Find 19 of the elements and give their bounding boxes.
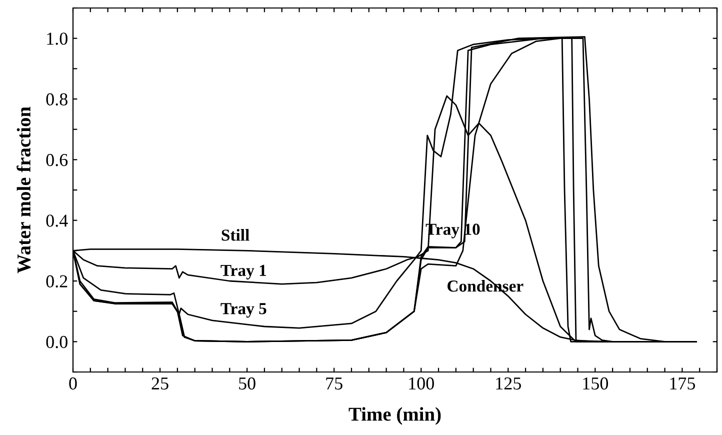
x-tick-label: 150 — [583, 377, 608, 390]
x-tick-label: 50 — [239, 377, 256, 390]
y-tick-label: 0.2 — [46, 275, 68, 288]
x-tick-label: 25 — [152, 377, 168, 390]
y-tick-label: 0.0 — [46, 336, 68, 348]
y-tick-label: 1.0 — [47, 32, 68, 45]
y-tick-label: 0.4 — [46, 214, 68, 227]
y-tick-label: 0.6 — [46, 154, 68, 166]
y-axis-title: Water mole fraction — [16, 106, 31, 274]
y-tick-label: 0.8 — [46, 93, 68, 106]
x-tick-label: 75 — [326, 378, 342, 390]
annotation: Tray 1 — [220, 264, 266, 280]
x-tick-label: 100 — [409, 377, 434, 390]
x-axis-title: Time (min) — [348, 407, 441, 425]
annotation: Tray 5 — [220, 303, 266, 318]
x-tick-label: 175 — [670, 377, 696, 390]
x-tick-label: 125 — [496, 377, 521, 390]
annotation: Still — [222, 229, 250, 241]
x-tick-label: 0 — [69, 377, 77, 390]
